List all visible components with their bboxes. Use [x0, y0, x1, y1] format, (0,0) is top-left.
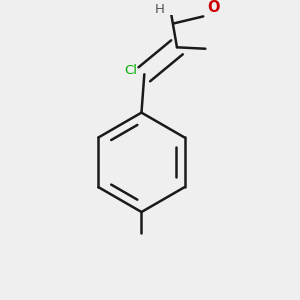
Text: Cl: Cl: [124, 64, 137, 77]
Text: H: H: [154, 3, 164, 16]
Text: O: O: [207, 0, 219, 15]
